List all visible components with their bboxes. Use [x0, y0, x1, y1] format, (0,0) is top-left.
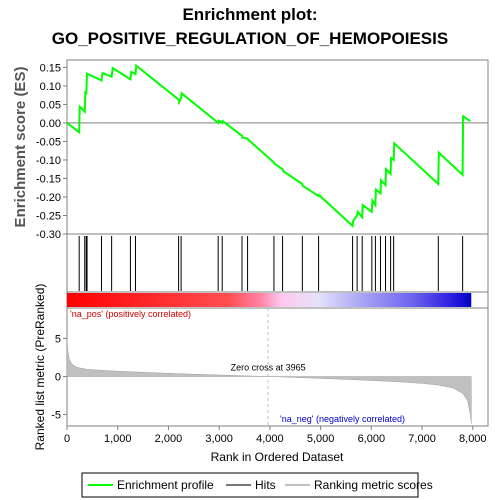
metric-plot-frame	[66, 307, 489, 427]
zero-cross-label: Zero cross at 3965	[231, 363, 306, 373]
metric-y-tick-label: 0	[55, 372, 61, 384]
metric-y-ticks: 5 0 -5	[51, 333, 67, 422]
es-panel: 0.15 0.10 0.05 0.00 -0.05 -0.10 -0.15 -0.20 -0.2…	[12, 59, 489, 241]
x-tick-label: 2,000	[155, 433, 183, 445]
legend-hits-label: Hits	[255, 478, 276, 492]
es-y-tick-label: -0.25	[36, 210, 61, 222]
x-tick-label: 6,000	[358, 433, 386, 445]
es-y-tick-label: 0.10	[40, 81, 61, 93]
chart-title-line2: GO_POSITIVE_REGULATION_OF_HEMOPOIESIS	[52, 29, 448, 48]
es-y-tick-label: 0.15	[40, 62, 61, 74]
legend: Enrichment profile Hits Ranking metric s…	[81, 472, 433, 498]
es-y-tick-label: 0.00	[40, 118, 61, 130]
x-axis-label: Rank in Ordered Dataset	[211, 450, 344, 464]
x-tick-label: 5,000	[307, 433, 335, 445]
positive-correlation-label: 'na_pos' (positively correlated)	[70, 309, 191, 319]
x-tick-label: 8,000	[459, 433, 487, 445]
es-y-tick-label: -0.05	[36, 136, 61, 148]
metric-panel: 'na_pos' (positively correlated) 'na_neg…	[33, 284, 489, 464]
es-y-tick-label: -0.15	[36, 173, 61, 185]
es-y-tick-label: -0.20	[36, 192, 61, 204]
es-y-tick-label: -0.10	[36, 155, 61, 167]
hits-panel	[66, 233, 489, 293]
enrichment-profile-line	[66, 63, 471, 228]
metric-y-tick-label: -5	[51, 410, 61, 422]
x-tick-label: 0	[64, 433, 70, 445]
x-tick-label: 3,000	[205, 433, 233, 445]
hits-frame	[66, 233, 489, 293]
metric-y-tick-label: 5	[55, 333, 61, 345]
es-y-tick-label: 0.05	[40, 99, 61, 111]
es-y-tick-label: -0.30	[36, 229, 61, 241]
hit-lines	[78, 236, 464, 291]
x-tick-label: 4,000	[256, 433, 284, 445]
es-plot-frame	[66, 59, 489, 235]
legend-metric-label: Ranking metric scores	[314, 478, 433, 492]
x-tick-label: 1,000	[104, 433, 132, 445]
legend-enrichment-label: Enrichment profile	[117, 478, 214, 492]
metric-y-axis-label: Ranked list metric (PreRanked)	[33, 284, 47, 451]
ranking-colorbar	[67, 293, 472, 307]
negative-correlation-label: 'na_neg' (negatively correlated)	[280, 414, 405, 424]
es-y-axis-label: Enrichment score (ES)	[12, 67, 29, 228]
metric-x-ticks: 0 1,000 2,000 3,000 4,000 5,000 6,000 7,000 8,00…	[64, 426, 487, 445]
es-y-ticks: 0.15 0.10 0.05 0.00 -0.05 -0.10 -0.15 -0.20 -0.2…	[36, 62, 67, 241]
x-tick-label: 7,000	[408, 433, 436, 445]
chart-title-line1: Enrichment plot:	[182, 5, 317, 24]
